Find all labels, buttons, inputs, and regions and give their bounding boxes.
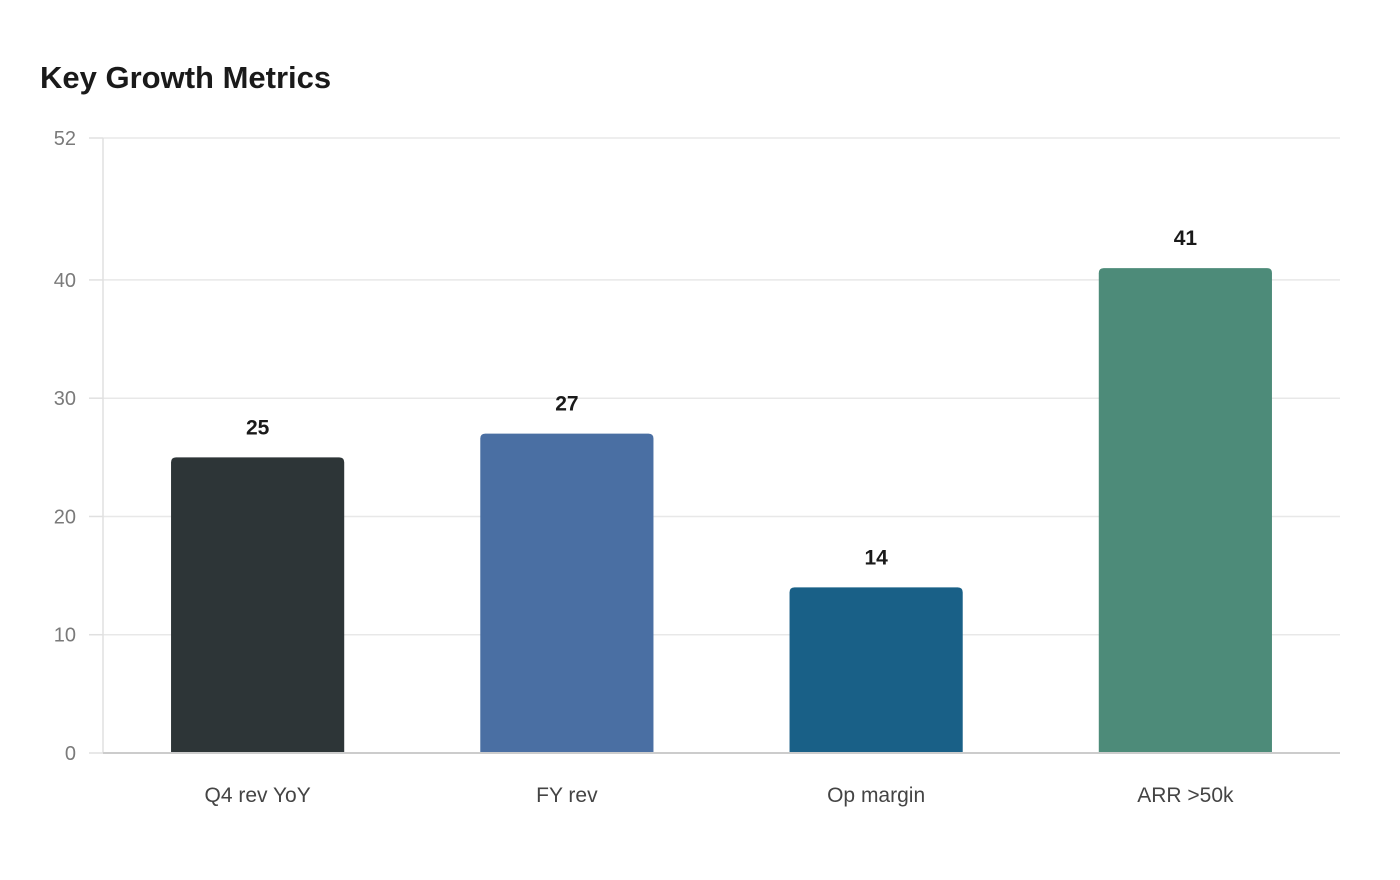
chart-title: Key Growth Metrics [40,60,332,95]
bar-value-label: 25 [246,416,270,439]
bar [171,457,345,753]
value-labels: 25 27 14 41 [246,227,1197,569]
x-category-label: Q4 rev YoY [205,784,311,807]
bar [789,587,963,753]
y-tick-label: 30 [54,388,76,410]
y-tick-label: 0 [65,743,76,765]
y-tick-label: 20 [54,506,76,528]
bar-value-label: 41 [1174,227,1198,250]
x-axis-labels: Q4 rev YoY FY rev Op margin ARR >50k [205,784,1235,807]
bar-value-label: 14 [864,546,888,569]
y-tick-label: 40 [54,270,76,292]
x-category-label: ARR >50k [1137,784,1234,807]
y-axis-ticks: 0 10 20 30 40 52 [54,128,103,765]
bars [171,268,1272,753]
bar [480,433,654,753]
y-tick-label: 52 [54,128,76,150]
y-tick-label: 10 [54,625,76,647]
bar [1098,268,1272,753]
bar-value-label: 27 [555,393,578,416]
x-category-label: Op margin [827,784,925,807]
x-category-label: FY rev [536,784,598,807]
